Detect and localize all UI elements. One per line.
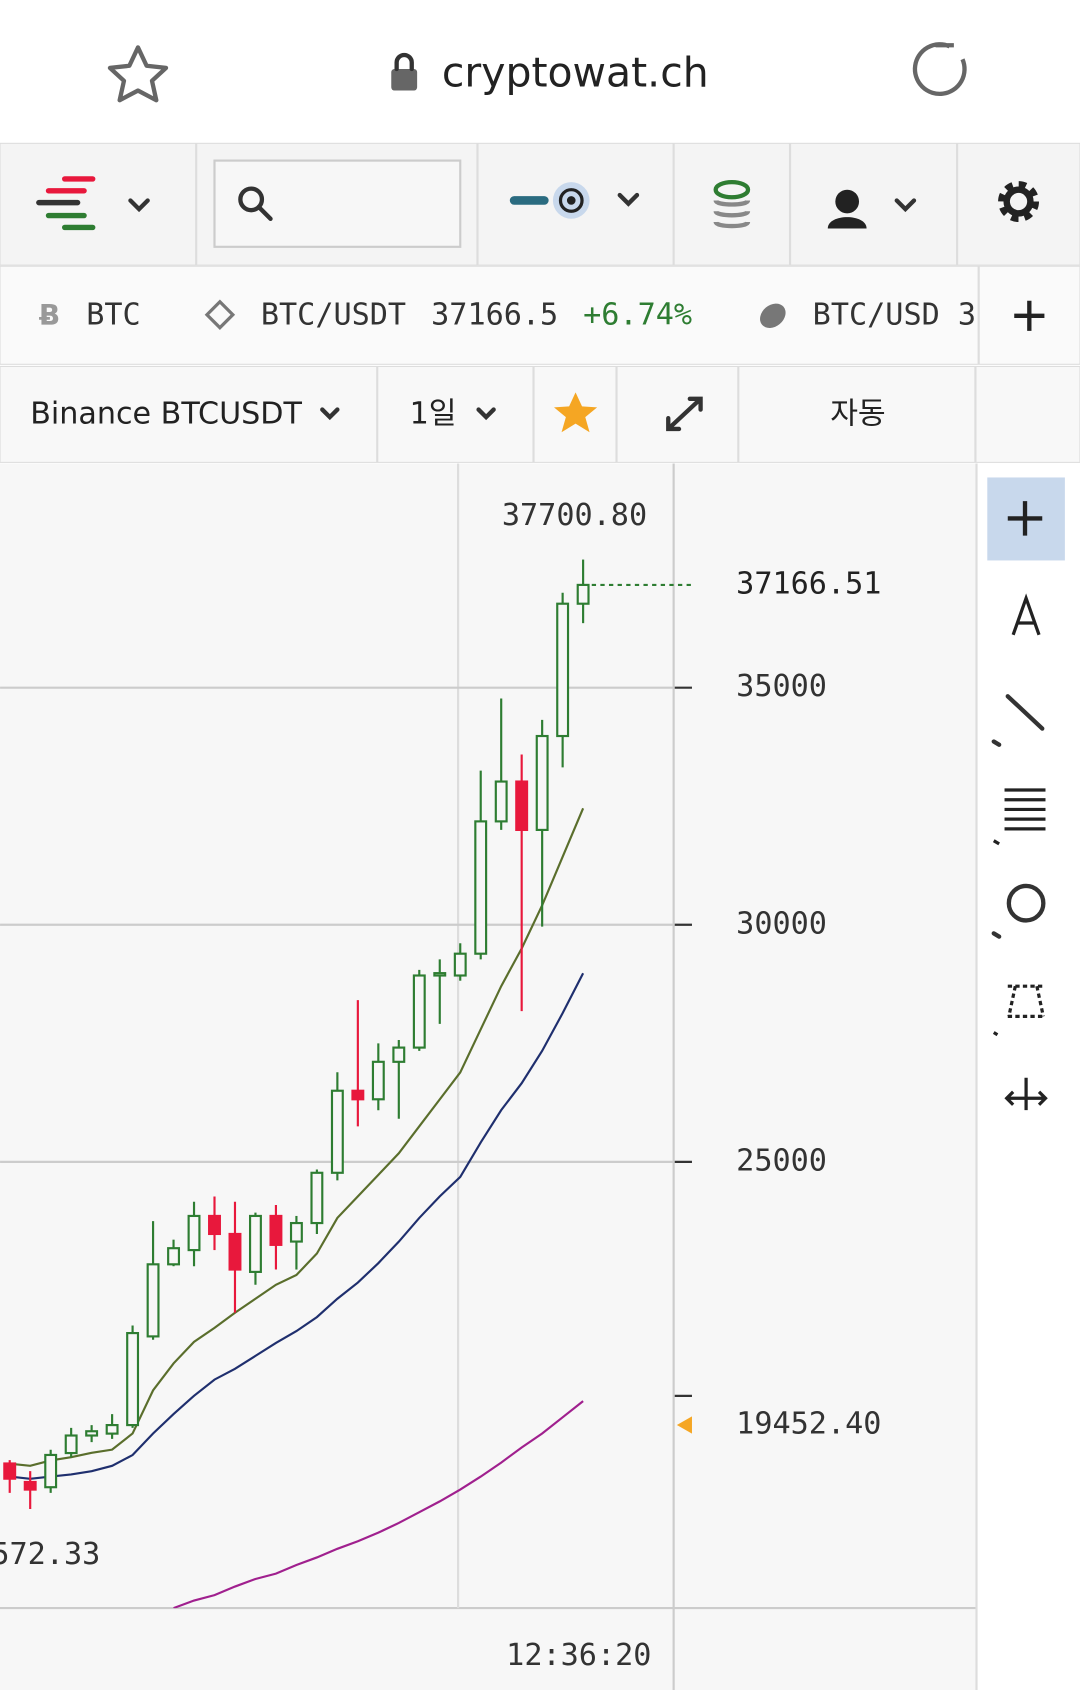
candle-body <box>64 1434 78 1455</box>
theme-toggle[interactable] <box>509 182 640 219</box>
candle-body <box>187 1214 201 1252</box>
last-price-label: 37166.51 <box>736 566 881 601</box>
chart-controls <box>0 365 1080 463</box>
text-tool[interactable] <box>1011 593 1041 636</box>
candle-body <box>85 1430 99 1437</box>
candle-body <box>433 972 447 977</box>
candle-body <box>371 1060 385 1101</box>
candle-body <box>208 1214 221 1236</box>
candle-body <box>289 1221 303 1243</box>
candle-body <box>330 1089 344 1174</box>
url[interactable]: cryptowat.ch <box>442 48 709 96</box>
ticker-pair[interactable]: BTC/USD 3 <box>813 297 976 332</box>
candle-body <box>351 1089 365 1101</box>
bookmark-icon[interactable] <box>107 45 169 103</box>
candle-body <box>228 1232 242 1271</box>
candle-body <box>474 820 488 955</box>
ticker-clip: BTC/USD 3 <box>813 297 976 332</box>
fib-tool[interactable] <box>992 788 1046 846</box>
binance-icon <box>204 299 236 330</box>
add-ticker[interactable] <box>1014 300 1045 331</box>
measure-tool[interactable] <box>992 984 1045 1038</box>
control-dividers <box>376 366 977 463</box>
marker-label: 19452.40 <box>736 1406 881 1441</box>
ticker-coin[interactable]: BTC <box>86 297 140 332</box>
candle-body <box>248 1214 262 1273</box>
market-select[interactable]: Binance BTCUSDT <box>30 396 302 431</box>
candle-body <box>576 583 590 605</box>
user-menu[interactable] <box>827 189 917 229</box>
moving-average <box>9 807 585 1467</box>
candle-body <box>556 602 570 738</box>
y-tick-label: 25000 <box>736 1143 827 1178</box>
candle-body <box>105 1424 119 1435</box>
moving-average <box>173 1400 584 1609</box>
plot <box>0 559 674 1609</box>
candle-body <box>126 1332 140 1427</box>
candle-body <box>515 780 529 831</box>
candle-body <box>310 1171 324 1225</box>
browser-bar <box>0 0 1080 143</box>
circle-tool[interactable] <box>991 883 1046 939</box>
fullscreen-icon[interactable] <box>666 396 703 432</box>
candle-body <box>494 780 508 823</box>
high-label: 37700.80 <box>502 498 647 533</box>
candle-body <box>44 1453 58 1489</box>
ticker-change: +6.74% <box>583 297 692 332</box>
time-label: 12:36:20 <box>506 1638 651 1673</box>
coins-icon[interactable] <box>713 179 751 229</box>
y-tick-label: 35000 <box>736 669 827 704</box>
candle-body <box>392 1046 406 1063</box>
candle-body <box>146 1263 160 1338</box>
search-icon <box>238 186 273 221</box>
toolbar-dividers <box>195 143 959 266</box>
ticker-pair[interactable]: BTC/USDT <box>261 297 406 332</box>
candle-body <box>412 974 426 1049</box>
candle-body <box>3 1462 17 1480</box>
ticker-price: 37166.5 <box>431 297 558 332</box>
candle-body <box>453 952 467 977</box>
settings-icon[interactable] <box>998 181 1040 223</box>
chart-area <box>0 463 977 1690</box>
candle-body <box>167 1247 181 1266</box>
interval-select[interactable]: 1일 <box>410 396 457 431</box>
candle-body <box>269 1214 283 1246</box>
candle-body <box>23 1480 37 1491</box>
lock-icon <box>391 52 418 91</box>
moving-average <box>9 972 585 1480</box>
move-tool[interactable] <box>1004 1077 1048 1111</box>
favorite-star[interactable] <box>554 392 598 433</box>
logo-menu[interactable] <box>36 176 150 231</box>
bitcoin-icon: Ƀ <box>39 299 60 332</box>
y-tick-label: 30000 <box>736 906 827 941</box>
auto-scale[interactable]: 자동 <box>830 396 886 431</box>
reload-icon[interactable] <box>912 42 967 97</box>
low-label: 572.33 <box>0 1537 100 1572</box>
search-box[interactable] <box>213 159 462 248</box>
marker-arrow <box>676 1416 692 1434</box>
candle-body <box>535 734 549 831</box>
line-tool[interactable] <box>991 694 1045 747</box>
exchange-icon <box>760 303 786 329</box>
